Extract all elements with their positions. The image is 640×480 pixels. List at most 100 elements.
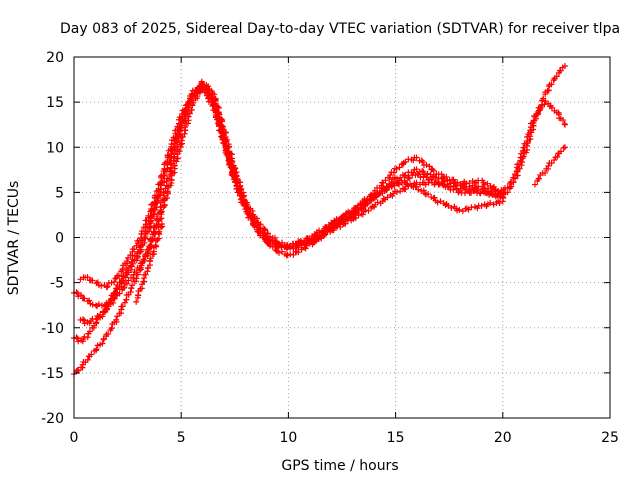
data-point: [185, 98, 192, 105]
data-point: [390, 169, 397, 176]
data-point: [146, 225, 153, 232]
data-point: [261, 230, 268, 237]
data-point: [129, 260, 136, 267]
data-point: [127, 266, 134, 273]
data-point: [443, 173, 450, 180]
data-point: [145, 248, 152, 255]
data-point: [121, 284, 128, 291]
data-point: [542, 169, 549, 176]
data-point: [145, 212, 152, 219]
data-point: [130, 274, 137, 281]
data-point: [311, 236, 318, 243]
data-point: [328, 219, 335, 226]
data-point: [456, 206, 463, 213]
data-point: [148, 201, 155, 208]
data-point: [557, 148, 564, 155]
chart-title: Day 083 of 2025, Sidereal Day-to-day VTE…: [60, 21, 620, 37]
data-point: [374, 199, 381, 206]
data-point: [113, 316, 120, 323]
data-point: [388, 183, 395, 190]
data-point: [387, 172, 394, 179]
data-point: [138, 262, 145, 269]
data-point: [371, 194, 378, 201]
y-tick-label: 5: [55, 185, 64, 201]
data-point: [89, 301, 96, 308]
data-point: [108, 279, 115, 286]
data-point: [245, 207, 252, 214]
data-point: [520, 144, 527, 151]
series-track-5: [77, 86, 506, 291]
data-point: [164, 158, 171, 165]
data-point: [79, 316, 86, 323]
data-point: [496, 199, 503, 206]
data-point: [274, 242, 281, 249]
data-point: [394, 189, 401, 196]
data-point: [487, 199, 494, 206]
data-point: [422, 190, 429, 197]
data-point: [81, 295, 88, 302]
x-tick-label: 10: [279, 430, 297, 446]
data-point: [484, 180, 491, 187]
data-point: [209, 102, 216, 109]
data-point: [410, 157, 417, 164]
data-point: [413, 166, 420, 173]
y-tick-label: 20: [46, 50, 64, 66]
data-point: [97, 311, 104, 318]
data-point: [480, 188, 487, 195]
data-layer: [71, 63, 568, 378]
data-point: [201, 89, 208, 96]
data-point: [545, 162, 552, 169]
data-point: [489, 191, 496, 198]
x-tick-label: 25: [601, 430, 619, 446]
y-tick-label: 0: [55, 231, 64, 247]
data-point: [541, 101, 548, 108]
data-point: [133, 269, 140, 276]
data-point: [98, 282, 105, 289]
data-point: [147, 255, 154, 262]
data-point: [337, 218, 344, 225]
data-point: [111, 279, 118, 286]
data-point: [158, 172, 165, 179]
data-point: [181, 124, 188, 131]
data-point: [138, 228, 145, 235]
data-point: [134, 253, 141, 260]
data-point: [380, 195, 387, 202]
data-point: [93, 302, 100, 309]
data-point: [151, 199, 158, 206]
data-point: [177, 141, 184, 148]
data-point: [98, 302, 105, 309]
data-point: [561, 144, 568, 151]
data-point: [290, 240, 297, 247]
data-point: [557, 67, 564, 74]
data-point: [365, 207, 372, 214]
data-point: [432, 174, 439, 181]
data-point: [156, 216, 163, 223]
data-point: [286, 243, 293, 250]
data-point: [295, 241, 302, 248]
data-point: [93, 346, 100, 353]
data-point: [205, 95, 212, 102]
data-point: [105, 330, 112, 337]
data-point: [402, 185, 409, 192]
y-tick-label: -20: [41, 411, 64, 427]
data-point: [157, 224, 164, 231]
data-point: [385, 184, 392, 191]
data-point: [431, 194, 438, 201]
y-tick-label: 10: [46, 140, 64, 156]
data-point: [359, 211, 366, 218]
data-point: [255, 224, 262, 231]
data-point: [417, 174, 424, 181]
data-point: [138, 230, 145, 237]
data-point: [127, 289, 134, 296]
data-point: [454, 179, 461, 186]
data-point: [219, 136, 226, 143]
data-point: [104, 305, 111, 312]
data-point: [316, 232, 323, 239]
data-point: [533, 111, 540, 118]
data-point: [172, 127, 179, 134]
grid-lines: [74, 57, 610, 418]
data-point: [183, 104, 190, 111]
data-point: [420, 187, 427, 194]
data-point: [560, 144, 567, 151]
data-point: [225, 153, 232, 160]
